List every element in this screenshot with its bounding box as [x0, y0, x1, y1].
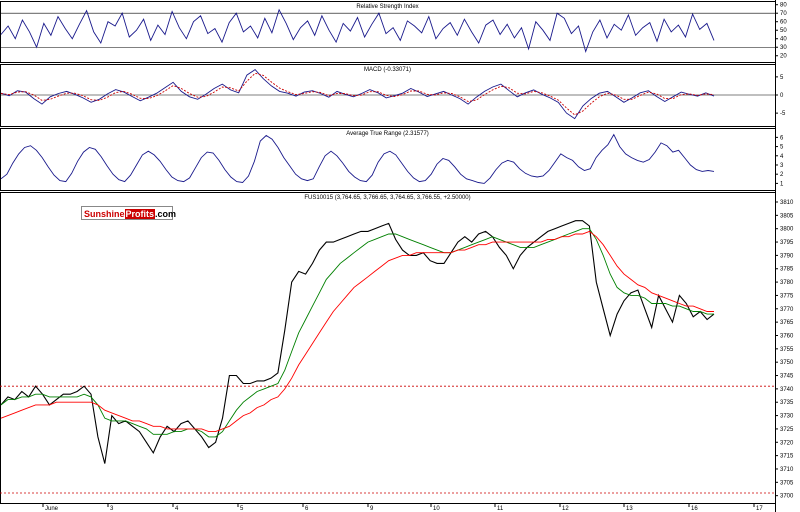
- y-tick-label: -5: [780, 111, 786, 117]
- y-tick-label: 2: [780, 172, 784, 178]
- series-line-p0: [0, 8, 715, 53]
- x-tick-label: 16: [691, 506, 698, 512]
- x-tick-label: 3: [110, 506, 114, 512]
- y-tick-label: 3805: [780, 213, 794, 219]
- panel-title: Relative Strength Index: [356, 4, 418, 10]
- x-tick-label: 10: [433, 506, 440, 512]
- y-tick-label: 3760: [780, 333, 794, 339]
- y-tick-label: 50: [780, 28, 787, 34]
- y-tick-label: 70: [780, 11, 787, 17]
- logo-part1: Sunshine: [84, 209, 125, 219]
- y-tick-label: 4: [780, 154, 784, 160]
- y-tick-label: 3730: [780, 414, 794, 420]
- y-tick-label: 3775: [780, 293, 794, 299]
- x-tick-label: June: [45, 506, 59, 512]
- x-tick-label: 4: [175, 506, 179, 512]
- logo-part3: .com: [155, 209, 177, 219]
- y-tick-label: 3750: [780, 360, 794, 366]
- x-tick-label: 5: [240, 506, 244, 512]
- panel-title: MACD (-0.33071): [364, 67, 411, 73]
- logo-part2: Profits: [124, 209, 156, 219]
- y-tick-label: 3735: [780, 400, 794, 406]
- x-tick-label: 11: [497, 506, 504, 512]
- y-tick-label: 3710: [780, 467, 794, 473]
- x-tick-label: 9: [370, 506, 374, 512]
- series-line-p2: [0, 133, 715, 184]
- sunshine-profits-logo[interactable]: SunshineProfits.com: [81, 206, 177, 220]
- y-tick-label: 40: [780, 37, 787, 43]
- y-tick-label: 3740: [780, 387, 794, 393]
- x-tick-label: 13: [626, 506, 633, 512]
- y-tick-label: 5: [780, 145, 784, 151]
- y-tick-label: 1: [780, 181, 784, 187]
- y-tick-label: 3: [780, 163, 784, 169]
- y-tick-label: 20: [780, 54, 787, 60]
- y-tick-label: 3700: [780, 494, 794, 500]
- y-tick-label: 3810: [780, 200, 794, 206]
- y-tick-label: 3715: [780, 454, 794, 460]
- y-tick-label: 3795: [780, 240, 794, 246]
- y-tick-label: 3755: [780, 347, 794, 353]
- y-tick-label: 3705: [780, 480, 794, 486]
- panel-frame: [0, 128, 776, 191]
- y-tick-label: 3790: [780, 253, 794, 259]
- y-tick-label: 3770: [780, 307, 794, 313]
- y-tick-label: 0: [780, 93, 784, 99]
- y-tick-label: 60: [780, 20, 787, 26]
- y-tick-label: 3800: [780, 227, 794, 233]
- y-tick-label: 3780: [780, 280, 794, 286]
- series-line-ma-slow: [0, 230, 714, 433]
- x-tick-label: 12: [562, 506, 569, 512]
- series-line-macd: [0, 69, 715, 120]
- panel-title: Average True Range (2.31577): [346, 131, 429, 137]
- y-tick-label: 30: [780, 45, 787, 51]
- series-line-ma-fast: [0, 228, 714, 438]
- panel-title: FUS10015 (3,764.65, 3,766.65, 3,764.65, …: [304, 195, 470, 201]
- y-tick-label: 5: [780, 75, 784, 81]
- series-line-signal: [0, 72, 715, 116]
- x-tick-label: 6: [305, 506, 309, 512]
- x-tick-label: 17: [756, 506, 763, 512]
- y-tick-label: 3720: [780, 440, 794, 446]
- y-tick-label: 3765: [780, 320, 794, 326]
- y-tick-label: 80: [780, 3, 787, 9]
- y-tick-label: 3725: [780, 427, 794, 433]
- panel-frame: [0, 192, 776, 504]
- y-tick-label: 6: [780, 135, 784, 141]
- series-line-price: [0, 220, 715, 464]
- y-tick-label: 3745: [780, 374, 794, 380]
- y-tick-label: 3785: [780, 267, 794, 273]
